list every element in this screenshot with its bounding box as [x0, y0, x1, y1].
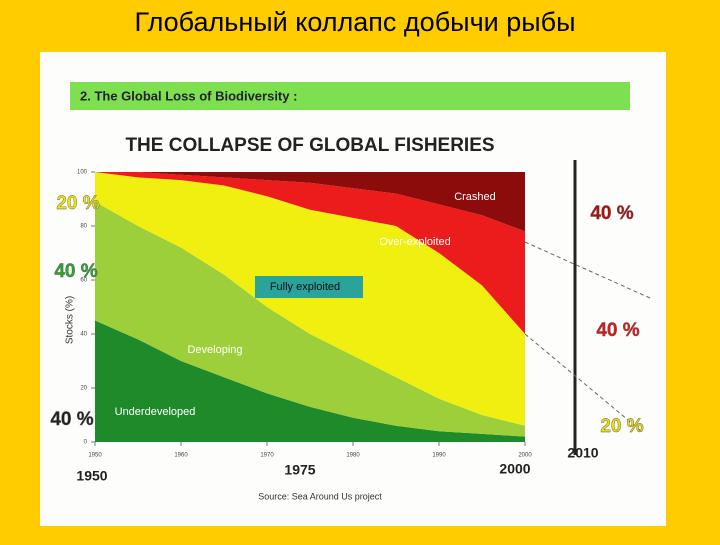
area: [95, 172, 525, 334]
label-box: [255, 276, 363, 298]
share-annotation: 40 %: [50, 409, 93, 430]
y-tick-label: 60: [80, 278, 87, 284]
chart-title: THE COLLAPSE OF GLOBAL FISHERIES: [125, 135, 494, 156]
series-label: Underdeveloped: [115, 406, 196, 418]
share-annotation: 40 %: [596, 320, 639, 341]
series-label: Fully exploited: [270, 281, 340, 293]
source-note: Source: Sea Around Us project: [258, 491, 382, 501]
year-label: 1975: [284, 462, 315, 478]
area: [95, 320, 525, 442]
x-tick-label: 1960: [174, 453, 188, 459]
x-tick-label: 1980: [346, 453, 360, 459]
series-label: Crashed: [454, 191, 496, 203]
share-annotation: 40 %: [54, 261, 97, 282]
y-tick-label: 100: [77, 170, 88, 176]
y-tick-label: 80: [80, 224, 87, 230]
section-banner-bg: [70, 82, 630, 110]
series-label: Over-exploited: [379, 236, 451, 248]
x-tick-label: 1950: [88, 453, 102, 459]
y-axis-label: Stocks (%): [65, 296, 76, 344]
x-tick-label: 2000: [518, 453, 532, 459]
section-banner: 2. The Global Loss of Biodiversity :: [80, 88, 297, 103]
slide-title: Глобальный коллапс добычи рыбы: [134, 7, 575, 37]
y-tick-label: 0: [84, 440, 88, 446]
projection-line: [524, 241, 651, 299]
y-tick-label: 40: [80, 332, 87, 338]
area: [95, 201, 525, 437]
area: [95, 172, 525, 426]
year-label: 2010: [567, 445, 598, 461]
year-label: 1950: [76, 468, 107, 484]
year-label: 2000: [499, 461, 530, 477]
series-label: Developing: [187, 344, 242, 356]
x-tick-label: 1970: [260, 453, 274, 459]
x-tick-label: 1990: [432, 453, 446, 459]
share-annotation: 20 %: [600, 416, 643, 437]
projection-line: [524, 333, 641, 431]
share-annotation: 40 %: [590, 203, 633, 224]
share-annotation: 20 %: [56, 193, 99, 214]
area: [95, 172, 525, 232]
plot: [95, 172, 525, 442]
y-tick-label: 20: [80, 386, 87, 392]
